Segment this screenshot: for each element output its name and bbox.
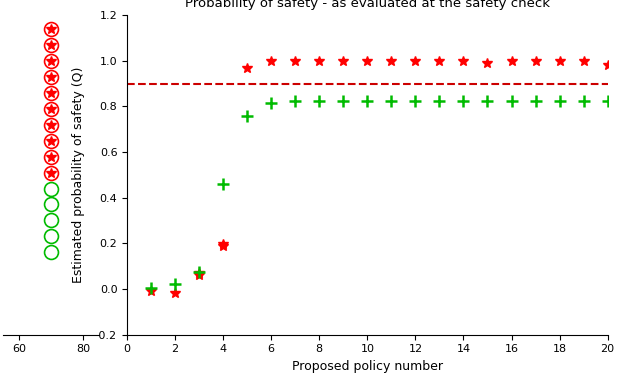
Y-axis label: Estimated probability of safety (Q): Estimated probability of safety (Q) — [72, 67, 85, 283]
Title: Probability of safety - as evaluated at the safety check: Probability of safety - as evaluated at … — [185, 0, 550, 10]
X-axis label: Proposed policy number: Proposed policy number — [292, 360, 443, 373]
